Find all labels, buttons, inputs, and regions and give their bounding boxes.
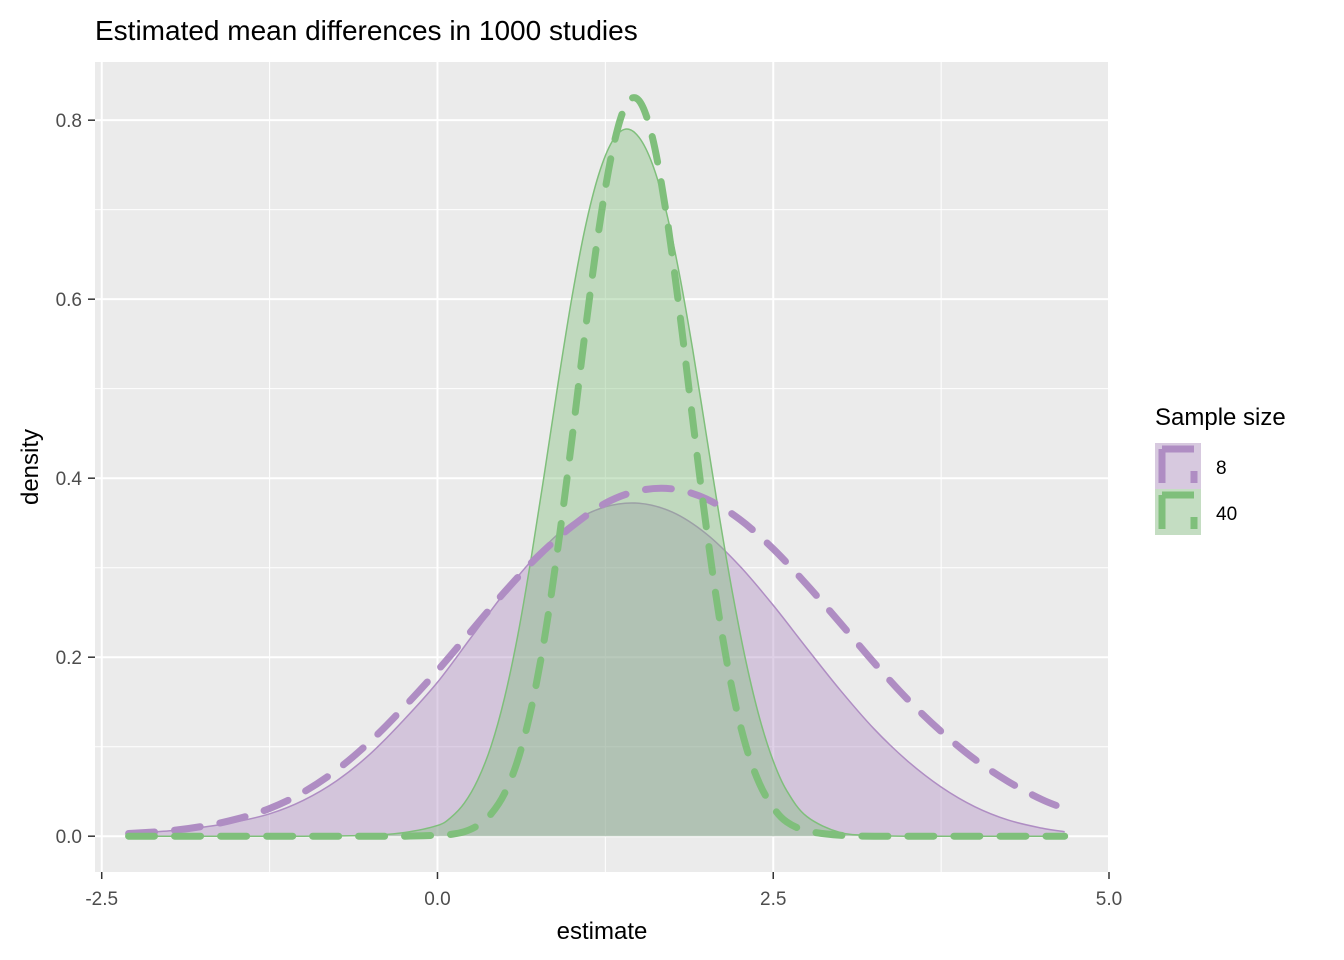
major-gridlines — [95, 62, 1110, 872]
legend-key-line-8 — [1158, 445, 1198, 483]
y-tick-label: 0.2 — [56, 648, 82, 669]
y-tick-label: 0.6 — [56, 290, 82, 311]
y-tick-label: 0.4 — [56, 469, 83, 490]
y-tick-label: 0.0 — [56, 827, 82, 848]
normal-curve-8 — [125, 484, 1069, 838]
legend-items: 8 40 — [1155, 443, 1237, 535]
legend-label-40: 40 — [1216, 504, 1237, 525]
y-axis: 0.0 0.2 0.4 0.6 0.8 — [56, 111, 95, 848]
y-tick-label: 0.8 — [56, 111, 82, 132]
x-axis-title: estimate — [557, 918, 648, 945]
legend-label-8: 8 — [1216, 458, 1227, 479]
plot-panel — [95, 62, 1109, 872]
legend: Sample size 8 40 — [1155, 404, 1286, 535]
chart-title: Estimated mean differences in 1000 studi… — [95, 15, 638, 46]
density-area-40 — [128, 129, 1065, 837]
legend-title: Sample size — [1155, 404, 1286, 431]
x-tick-label: 5.0 — [1096, 889, 1122, 910]
minor-gridlines — [95, 62, 1109, 872]
x-tick-label: -2.5 — [85, 889, 118, 910]
x-axis: -2.5 0.0 2.5 5.0 — [85, 872, 1122, 910]
density-area-8 — [128, 502, 1065, 837]
normal-curves — [125, 94, 1069, 840]
normal-curve-40 — [125, 94, 1069, 840]
x-tick-label: 2.5 — [760, 889, 786, 910]
legend-key-line-40 — [1158, 491, 1198, 529]
x-tick-label: 0.0 — [424, 889, 450, 910]
y-axis-title: density — [17, 429, 44, 505]
